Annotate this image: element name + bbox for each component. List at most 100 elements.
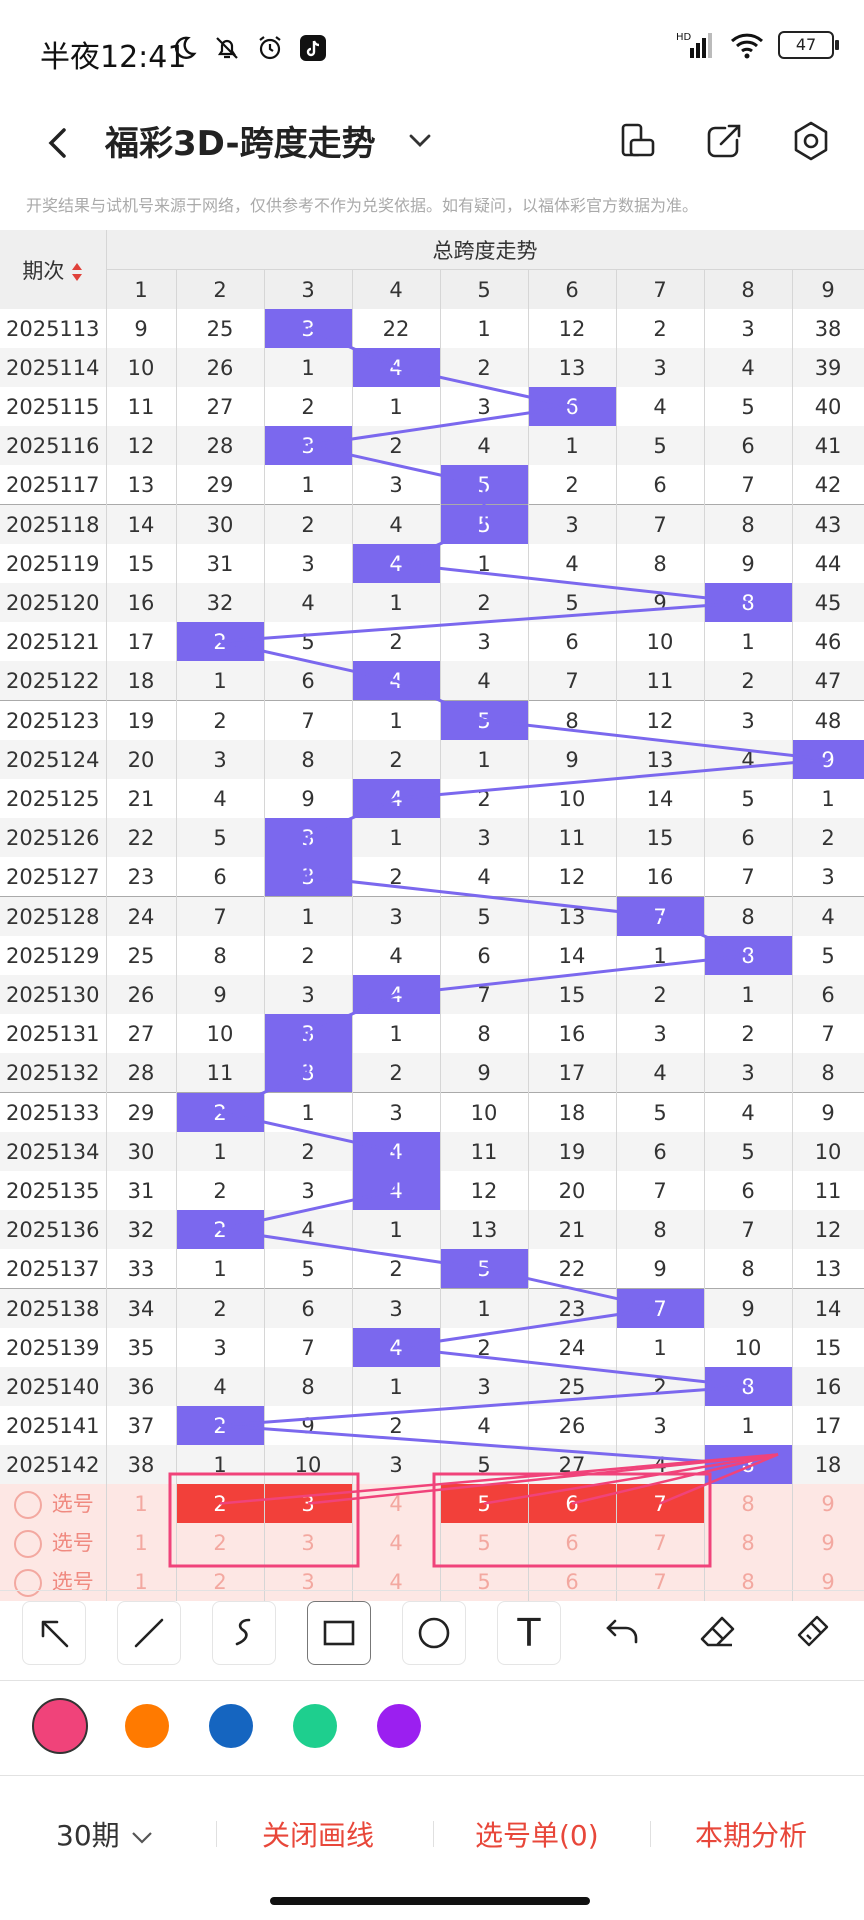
- sort-icon[interactable]: [71, 262, 83, 282]
- table-row: 2025129 25 8 2 4 6 14 1 8 5: [0, 936, 864, 975]
- eraser-tool[interactable]: [687, 1601, 749, 1663]
- period-selector[interactable]: 30期: [56, 1814, 155, 1854]
- pick-number-cell[interactable]: 6: [528, 1562, 617, 1601]
- pick-number-cell[interactable]: 2: [176, 1562, 265, 1601]
- omission-cell: 18: [792, 1445, 864, 1484]
- pick-number-cell[interactable]: 3: [264, 1484, 353, 1523]
- pick-number-cell[interactable]: 4: [352, 1562, 441, 1601]
- close-lines-button[interactable]: 关闭画线: [262, 1819, 375, 1852]
- omission-cell: 41: [792, 426, 864, 465]
- period-cell: 2025115: [0, 387, 107, 426]
- pick-number-cell[interactable]: 7: [616, 1484, 705, 1523]
- omission-cell: 5: [176, 818, 265, 857]
- circle-tool[interactable]: [402, 1601, 466, 1665]
- omission-cell: 5: [792, 936, 864, 975]
- omission-cell: 2: [264, 936, 353, 975]
- settings-icon[interactable]: [786, 116, 836, 166]
- pick-row-label[interactable]: 选号: [0, 1523, 107, 1562]
- span-hit-cell: 2: [176, 622, 265, 661]
- pick-number-cell[interactable]: 9: [792, 1523, 864, 1562]
- color-swatch-orange[interactable]: [125, 1704, 169, 1748]
- arrow-tool[interactable]: [22, 1601, 86, 1665]
- period-column-header[interactable]: 期次: [0, 230, 107, 309]
- omission-cell: 16: [528, 1014, 617, 1053]
- omission-cell: 2: [616, 975, 705, 1014]
- omission-cell: 10: [440, 1092, 529, 1132]
- omission-cell: 40: [792, 387, 864, 426]
- omission-cell: 2: [352, 1053, 441, 1093]
- pick-number-cell[interactable]: 5: [440, 1562, 529, 1601]
- pick-number-cell[interactable]: 2: [176, 1523, 265, 1562]
- omission-cell: 1: [176, 1132, 265, 1171]
- clear-tool[interactable]: [782, 1601, 844, 1663]
- line-tool[interactable]: [117, 1601, 181, 1665]
- alarm-icon: [259, 36, 281, 60]
- pick-number-cell[interactable]: 8: [704, 1523, 793, 1562]
- pick-number-cell[interactable]: 3: [264, 1562, 353, 1601]
- pick-number-cell[interactable]: 8: [704, 1562, 793, 1601]
- undo-tool[interactable]: [592, 1601, 654, 1663]
- color-swatch-blue[interactable]: [209, 1704, 253, 1748]
- rectangle-tool[interactable]: [307, 1601, 371, 1665]
- omission-cell: 13: [792, 1249, 864, 1289]
- omission-cell: 30: [176, 504, 265, 544]
- table-row: 2025124 20 3 8 2 1 9 13 4 9: [0, 740, 864, 779]
- pick-number-cell[interactable]: 4: [352, 1484, 441, 1523]
- omission-cell: 9: [176, 975, 265, 1014]
- omission-cell: 3: [352, 465, 441, 505]
- period-cell: 2025126: [0, 818, 107, 857]
- pick-number-cell[interactable]: 8: [704, 1484, 793, 1523]
- pick-list-button[interactable]: 选号单(0): [475, 1819, 599, 1852]
- table-row: 2025130 26 9 3 4 7 15 2 1 6: [0, 975, 864, 1014]
- omission-cell: 3: [264, 544, 353, 583]
- pick-number-cell[interactable]: 9: [792, 1484, 864, 1523]
- pick-radio-icon[interactable]: [13, 1491, 42, 1519]
- omission-cell: 1: [440, 1288, 529, 1328]
- omission-cell: 11: [440, 1132, 529, 1171]
- omission-cell: 9: [264, 1406, 353, 1445]
- chevron-down-icon[interactable]: [405, 120, 435, 160]
- omission-cell: 22: [106, 818, 177, 857]
- color-swatch-purple[interactable]: [377, 1704, 421, 1748]
- omission-cell: 22: [528, 1249, 617, 1289]
- pick-number-cell[interactable]: 1: [106, 1562, 177, 1601]
- pick-number-cell[interactable]: 1: [106, 1484, 177, 1523]
- pick-radio-icon[interactable]: [13, 1530, 42, 1558]
- span-hit-cell: 3: [264, 857, 353, 897]
- omission-cell: 37: [106, 1406, 177, 1445]
- omission-cell: 17: [106, 622, 177, 661]
- pick-number-cell[interactable]: 6: [528, 1523, 617, 1562]
- current-analysis-button[interactable]: 本期分析: [695, 1819, 808, 1852]
- pick-number-cell[interactable]: 2: [176, 1484, 265, 1523]
- pick-number-cell[interactable]: 5: [440, 1484, 529, 1523]
- share-icon[interactable]: [699, 116, 749, 166]
- omission-cell: 12: [106, 426, 177, 465]
- period-cell: 2025121: [0, 622, 107, 661]
- undo-icon: [606, 1619, 638, 1644]
- freehand-tool[interactable]: [212, 1601, 276, 1665]
- span-hit-cell: 3: [264, 818, 353, 857]
- pick-number-cell[interactable]: 5: [440, 1523, 529, 1562]
- table-row: 2025125 21 4 9 4 2 10 14 5 1: [0, 779, 864, 818]
- pick-number-cell[interactable]: 7: [616, 1562, 705, 1601]
- pick-number-cell[interactable]: 6: [528, 1484, 617, 1523]
- color-swatch-pink[interactable]: [32, 1698, 88, 1754]
- omission-cell: 6: [616, 465, 705, 505]
- pick-number-cell[interactable]: 7: [616, 1523, 705, 1562]
- omission-cell: 5: [440, 1445, 529, 1484]
- page-title[interactable]: 福彩3D-跨度走势: [105, 124, 376, 164]
- orientation-icon[interactable]: [612, 116, 662, 166]
- pick-row-label[interactable]: 选号: [0, 1484, 107, 1523]
- omission-cell: 2: [176, 1171, 265, 1210]
- pick-radio-icon[interactable]: [13, 1569, 42, 1597]
- pick-number-cell[interactable]: 9: [792, 1562, 864, 1601]
- period-cell: 2025133: [0, 1092, 107, 1132]
- pick-number-cell[interactable]: 3: [264, 1523, 353, 1562]
- text-tool[interactable]: T: [497, 1601, 561, 1665]
- color-swatch-green[interactable]: [293, 1704, 337, 1748]
- pick-number-cell[interactable]: 4: [352, 1523, 441, 1562]
- back-arrow-icon[interactable]: [36, 118, 86, 168]
- pick-number-cell[interactable]: 1: [106, 1523, 177, 1562]
- omission-cell: 1: [264, 348, 353, 387]
